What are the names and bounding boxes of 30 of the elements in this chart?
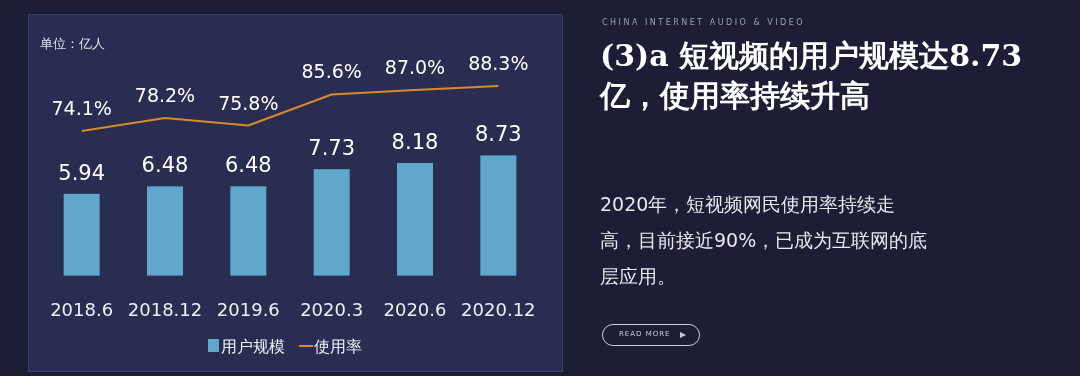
data-label: 7.73	[308, 136, 356, 161]
text: CHINA INTERNET AUDIO & VIDEO	[602, 18, 806, 27]
annotation: 单位：亿人	[40, 36, 105, 51]
data-label: 88.3%	[468, 51, 529, 74]
x-tick-label: 2020.3	[300, 299, 364, 320]
text: (3)a 短视频的用户规模达8.73亿，使用率持续升高	[600, 37, 1024, 115]
x-tick-label: 2018.12	[127, 299, 203, 320]
bar	[230, 186, 267, 276]
data-label: 85.6%	[301, 60, 362, 83]
text: 2020年，短视频网民使用率持续走高，目前接近90%，已成为互联网的底层应用。	[600, 192, 929, 289]
legend-label: 使用率	[314, 337, 362, 356]
x-tick-label: 2019.6	[216, 299, 280, 320]
x-tick-label: 2020.6	[383, 299, 447, 320]
data-label: 74.1%	[51, 96, 112, 119]
x-tick-label: 2018.6	[50, 299, 114, 320]
bar	[313, 169, 350, 276]
legend-label: 用户规模	[221, 337, 285, 356]
data-label: 78.2%	[134, 83, 196, 106]
data-label: 8.18	[391, 129, 439, 154]
bar	[63, 193, 100, 276]
data-label: 5.94	[58, 160, 106, 185]
bar	[147, 186, 183, 276]
data-label: 75.8%	[218, 91, 279, 114]
x-tick-label: 2020.12	[461, 299, 536, 320]
data-label: 6.48	[224, 153, 272, 178]
data-label: 8.73	[474, 122, 522, 147]
bar	[397, 162, 433, 276]
bar	[480, 155, 517, 276]
data-label: 6.48	[141, 153, 189, 178]
data-label: 87.0%	[384, 56, 446, 79]
